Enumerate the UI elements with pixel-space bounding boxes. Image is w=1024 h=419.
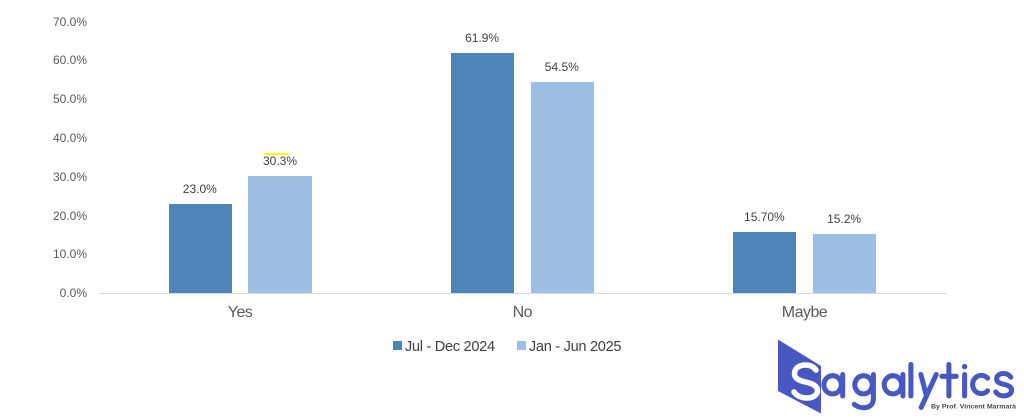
svg-text:By Prof. Vincent Marmarà: By Prof. Vincent Marmarà xyxy=(931,403,1016,410)
